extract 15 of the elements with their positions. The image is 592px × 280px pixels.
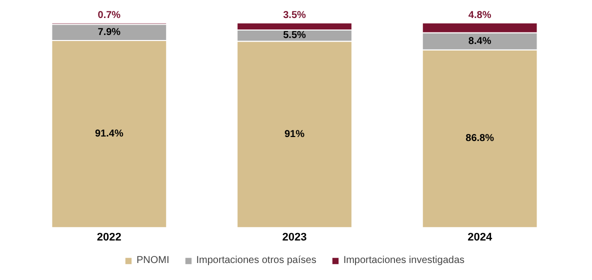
data-label: 4.8% xyxy=(468,10,492,22)
legend-label: Importaciones otros países xyxy=(196,254,316,266)
data-label: 86.8% xyxy=(466,133,494,144)
data-label: 0.7% xyxy=(98,10,121,22)
data-label: 8.4% xyxy=(468,36,492,47)
x-tick-label: 2023 xyxy=(282,232,307,244)
data-label: 5.5% xyxy=(283,30,306,42)
data-label: 91.4% xyxy=(94,128,124,140)
x-tick-label: 2024 xyxy=(468,232,493,244)
x-tick-label: 2022 xyxy=(96,232,122,244)
legend-label: PNOMI xyxy=(136,254,170,266)
legend-label: Importaciones investigadas xyxy=(343,254,465,266)
data-label: 3.5% xyxy=(283,10,306,22)
data-label: 91% xyxy=(284,128,305,140)
data-label: 7.9% xyxy=(98,26,121,38)
